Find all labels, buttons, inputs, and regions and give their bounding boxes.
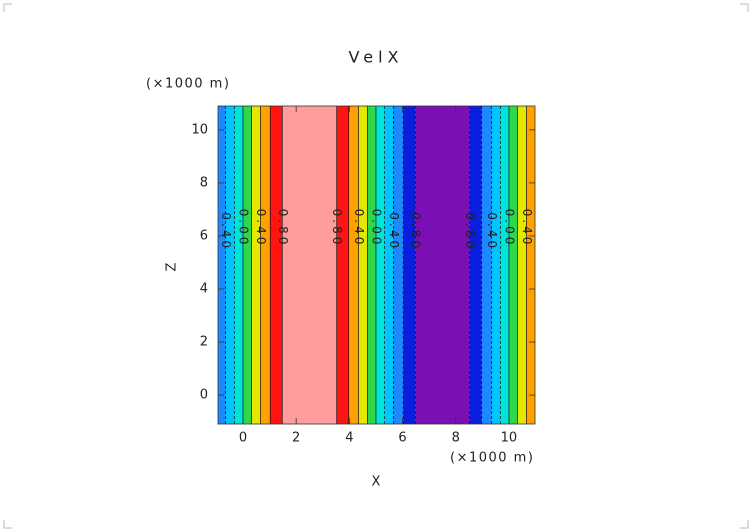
- contour-band: [508, 106, 518, 424]
- contour-band: [242, 106, 252, 424]
- y-tick-label: 10: [191, 122, 208, 137]
- y-tick-label: 8: [200, 175, 208, 190]
- contour-band: [500, 106, 509, 424]
- contour-band: [415, 106, 470, 424]
- contour-label: 0.80: [276, 209, 290, 248]
- y-unit: (×1000 m): [146, 77, 230, 92]
- contour-band: [526, 106, 535, 424]
- contour-band: [384, 106, 394, 424]
- y-tick-label: 2: [200, 335, 208, 350]
- contour-band: [348, 106, 359, 424]
- contour-label: -0.40: [485, 205, 499, 251]
- contour-band: [270, 106, 283, 424]
- x-tick-label: 0: [239, 431, 247, 446]
- y-axis-label: Z: [165, 262, 180, 271]
- chart-title: VelX: [349, 48, 404, 67]
- contour-label: 0.40: [254, 209, 268, 248]
- contour-band: [260, 106, 271, 424]
- x-unit: (×1000 m): [450, 451, 534, 466]
- x-tick-label: 4: [345, 431, 353, 446]
- contour-band: [403, 106, 416, 424]
- contour-label: 0.40: [520, 209, 534, 248]
- x-axis-label: X: [372, 475, 381, 490]
- contour-band: [234, 106, 243, 424]
- contour-band: [282, 106, 337, 424]
- plot-area: -0.40 0.00 0.40 0.80 0.80 0.40 0.00 -0.40 -0.80-…: [191, 105, 536, 446]
- contour-label: -0.80: [409, 205, 423, 251]
- contour-band: [481, 106, 492, 424]
- y-tick-label: 6: [200, 228, 208, 243]
- contour-band: [336, 106, 349, 424]
- contour-label: -0.40: [219, 205, 233, 251]
- contour-label: 0.00: [236, 209, 250, 248]
- page-corner: [3, 3, 749, 529]
- contour-band: [367, 106, 376, 424]
- x-tick-label: 10: [501, 431, 518, 446]
- contour-band: [375, 106, 385, 424]
- contour-band: [393, 106, 404, 424]
- x-tick-label: 8: [452, 431, 460, 446]
- x-tick-label: 2: [292, 431, 300, 446]
- contour-band: [491, 106, 501, 424]
- contour-label: 0.00: [502, 209, 516, 248]
- x-tick-label: 6: [398, 431, 406, 446]
- contour-label: 0.00: [369, 209, 383, 248]
- contour-label: -0.40: [387, 205, 401, 251]
- contour-band: [225, 106, 235, 424]
- contour-band: [517, 106, 527, 424]
- contour-label: -0.80: [463, 205, 477, 251]
- contour-band: [251, 106, 261, 424]
- y-tick-label: 0: [200, 388, 208, 403]
- plot-frame: [217, 105, 536, 425]
- contour-label: 0.80: [330, 209, 344, 248]
- contour-band: [218, 106, 226, 424]
- contour-band: [469, 106, 482, 424]
- y-tick-label: 4: [200, 282, 208, 297]
- contour-label: 0.40: [352, 209, 366, 248]
- contour-band: [358, 106, 368, 424]
